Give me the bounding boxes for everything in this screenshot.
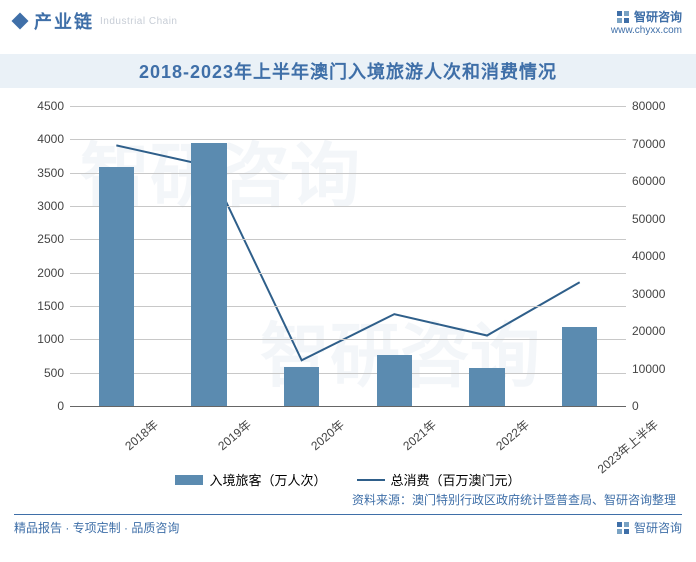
legend: 入境旅客（万人次） 总消费（百万澳门元） (0, 470, 696, 489)
y-left-tick: 2000 (20, 266, 64, 280)
x-axis-line (70, 406, 626, 407)
grid-line (70, 239, 626, 240)
brand-icon (616, 521, 630, 535)
brand-block: 智研咨询 www.chyxx.com (611, 8, 682, 36)
bar (191, 143, 226, 406)
legend-bar-item: 入境旅客（万人次） (175, 470, 326, 489)
footer: 精品报告 · 专项定制 · 品质咨询 智研咨询 (0, 515, 696, 536)
y-right-tick: 70000 (632, 137, 676, 151)
grid-line (70, 273, 626, 274)
source-text: 资料来源：澳门特别行政区政府统计暨普查局、智研咨询整理 (0, 489, 696, 508)
section-title: 产业链 (34, 8, 94, 34)
grid-line (70, 173, 626, 174)
brand-name: 智研咨询 (634, 8, 682, 25)
bar (469, 368, 504, 406)
diamond-icon (12, 13, 29, 30)
y-left-tick: 1500 (20, 299, 64, 313)
footer-brand: 智研咨询 (616, 519, 682, 536)
x-tick-label: 2019年 (214, 416, 255, 454)
x-tick-label: 2021年 (399, 416, 440, 454)
grid-line (70, 339, 626, 340)
x-tick-label: 2023年上半年 (593, 416, 661, 477)
y-left-tick: 1000 (20, 332, 64, 346)
brand-icon (616, 10, 630, 24)
x-tick-label: 2022年 (492, 416, 533, 454)
legend-line-label: 总消费（百万澳门元） (391, 470, 521, 489)
y-right-tick: 80000 (632, 99, 676, 113)
bar (99, 167, 134, 406)
x-tick-label: 2020年 (307, 416, 348, 454)
y-right-tick: 60000 (632, 174, 676, 188)
legend-line-swatch (357, 479, 385, 481)
y-left-tick: 2500 (20, 232, 64, 246)
x-tick-label: 2018年 (121, 416, 162, 454)
y-right-tick: 40000 (632, 249, 676, 263)
legend-line-item: 总消费（百万澳门元） (357, 470, 521, 489)
bar (284, 367, 319, 406)
section-subtitle: Industrial Chain (100, 16, 177, 27)
legend-bar-label: 入境旅客（万人次） (209, 470, 326, 489)
grid-line (70, 306, 626, 307)
y-right-tick: 20000 (632, 324, 676, 338)
y-right-tick: 30000 (632, 287, 676, 301)
grid-line (70, 373, 626, 374)
line-series-svg (70, 106, 626, 406)
brand-url: www.chyxx.com (611, 25, 682, 36)
y-left-tick: 500 (20, 366, 64, 380)
y-left-tick: 0 (20, 399, 64, 413)
footer-brand-name: 智研咨询 (634, 519, 682, 536)
y-right-tick: 10000 (632, 362, 676, 376)
chart-container: 0 500 1000 1500 2000 2500 3000 3500 4000 4500 0 100… (20, 96, 676, 466)
bar (377, 355, 412, 406)
legend-bar-swatch (175, 475, 203, 485)
y-left-tick: 4500 (20, 99, 64, 113)
grid-line (70, 106, 626, 107)
plot-area (70, 106, 626, 406)
y-right-tick: 50000 (632, 212, 676, 226)
grid-line (70, 139, 626, 140)
y-left-tick: 3500 (20, 166, 64, 180)
bar (562, 327, 597, 406)
footer-left: 精品报告 · 专项定制 · 品质咨询 (14, 519, 179, 536)
y-right-tick: 0 (632, 399, 676, 413)
header-bar: 产业链 Industrial Chain (0, 0, 696, 38)
grid-line (70, 206, 626, 207)
chart-title: 2018-2023年上半年澳门入境旅游人次和消费情况 (0, 54, 696, 88)
y-left-tick: 3000 (20, 199, 64, 213)
y-left-tick: 4000 (20, 132, 64, 146)
